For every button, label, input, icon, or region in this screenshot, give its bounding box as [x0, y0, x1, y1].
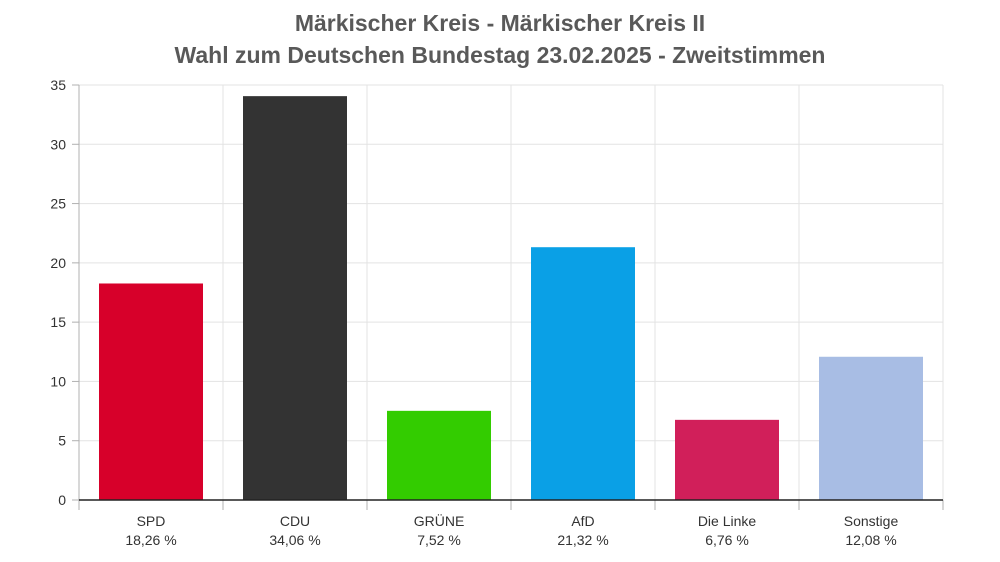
y-tick-label: 15: [50, 314, 66, 330]
y-tick-label: 20: [50, 255, 66, 271]
x-category-label: Sonstige: [844, 513, 899, 529]
axes: [72, 84, 944, 510]
bar-sonstige: [819, 356, 923, 500]
bar-afd: [531, 247, 635, 500]
bar-value-label: 18,26 %: [125, 532, 176, 548]
bar-die-linke: [675, 419, 779, 500]
bar-value-label: 21,32 %: [557, 532, 608, 548]
y-tick-label: 10: [50, 373, 66, 389]
y-tick-label: 5: [58, 433, 66, 449]
chart-title: Märkischer Kreis - Märkischer Kreis II: [294, 10, 706, 36]
y-tick-label: 35: [50, 77, 66, 93]
bar-value-label: 7,52 %: [417, 532, 461, 548]
bar-value-label: 34,06 %: [269, 532, 320, 548]
x-category-label: SPD: [137, 513, 166, 529]
bars: [99, 96, 923, 500]
x-category-label: CDU: [280, 513, 310, 529]
labels: 0 5 10 15 20 25 30 35 SPD 18,26 % CDU 34,06 % GRÜNE 7…: [50, 77, 898, 548]
bar-value-label: 12,08 %: [845, 532, 896, 548]
x-category-label: Die Linke: [698, 513, 757, 529]
y-tick-label: 25: [50, 196, 66, 212]
chart-subtitle: Wahl zum Deutschen Bundestag 23.02.2025 …: [174, 42, 826, 68]
grid-lines: [79, 84, 944, 500]
x-category-label: GRÜNE: [414, 512, 465, 529]
x-category-label: AfD: [571, 513, 594, 529]
bar-value-label: 6,76 %: [705, 532, 749, 548]
bar-grüne: [387, 410, 491, 500]
bar-cdu: [243, 96, 347, 500]
bar-spd: [99, 283, 203, 500]
y-tick-label: 0: [58, 492, 66, 508]
y-tick-label: 30: [50, 136, 66, 152]
